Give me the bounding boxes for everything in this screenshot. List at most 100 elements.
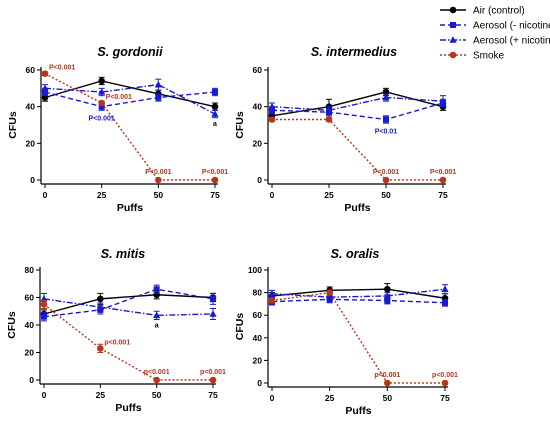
- x-axis-label: Puffs: [115, 402, 141, 414]
- data-point: [383, 292, 391, 299]
- x-tick-label: 50: [152, 390, 162, 400]
- series: [40, 299, 217, 384]
- data-point: [326, 293, 334, 300]
- legend: Air (control) Aerosol (- nicotine) Aerosol…: [440, 6, 550, 62]
- data-point: [325, 106, 333, 114]
- annotation: P<0.001: [106, 94, 132, 101]
- chart-panel: S. mitis 0 20 40 60 80 0 25 50 75 Puffs CFUs a p<0.00…: [6, 247, 226, 414]
- y-tick-label: 40: [253, 102, 263, 112]
- data-point: [268, 297, 276, 304]
- data-point: [209, 376, 217, 384]
- chart-title: S. intermedius: [311, 45, 397, 59]
- x-tick-label: 50: [154, 190, 164, 200]
- y-tick-label: 40: [26, 102, 36, 112]
- y-tick-label: 80: [25, 265, 35, 275]
- annotation: P<0.001: [373, 169, 399, 176]
- series-line: [272, 118, 443, 181]
- data-point: [268, 289, 276, 297]
- series: [41, 78, 219, 119]
- chart-panel: S. intermedius 0 20 40 60 0 25 50 75 Puffs CFUs P<0…: [234, 45, 456, 214]
- series-line: [271, 288, 446, 299]
- annotation: p<0.001: [200, 369, 226, 376]
- data-point: [212, 89, 218, 95]
- chart-title: S. mitis: [101, 247, 146, 261]
- annotation: P<0.001: [49, 65, 75, 72]
- data-point: [98, 77, 105, 85]
- y-axis-label: CFUs: [234, 313, 246, 341]
- y-axis-label: CFUs: [6, 311, 18, 339]
- x-tick-label: 25: [96, 390, 106, 400]
- x-axis-label: Puffs: [345, 405, 371, 417]
- data-point: [268, 116, 276, 123]
- series: [268, 116, 447, 184]
- x-axis-label: Puffs: [117, 202, 143, 214]
- y-axis-label: CFUs: [7, 111, 19, 139]
- data-point: [153, 311, 161, 319]
- annotation: P<0.001: [145, 169, 171, 176]
- y-tick-label: 60: [26, 65, 36, 75]
- data-point: [211, 103, 219, 110]
- data-point: [154, 80, 162, 88]
- x-tick-label: 50: [383, 393, 393, 403]
- series-line: [43, 303, 213, 381]
- y-axis-label: CFUs: [234, 111, 246, 139]
- data-point: [382, 93, 390, 101]
- data-point: [211, 110, 219, 117]
- chart-title: S. oralis: [331, 247, 380, 261]
- chart-panels: S. gordonii 0 20 40 60 0 25 50 75 Puffs CFUs P<0.00…: [6, 45, 458, 417]
- series: [41, 284, 216, 322]
- annotation: P<0.001: [89, 116, 115, 123]
- data-point: [442, 299, 448, 306]
- series: [268, 289, 449, 387]
- annotation: p<0.001: [374, 372, 400, 379]
- series-line: [44, 80, 216, 108]
- data-point: [383, 116, 389, 123]
- data-point: [41, 70, 49, 77]
- y-tick-label: 0: [257, 175, 262, 185]
- y-tick-label: 40: [253, 333, 263, 343]
- x-tick-label: 25: [325, 393, 335, 403]
- y-tick-label: 0: [257, 378, 262, 388]
- y-tick-label: 0: [30, 175, 35, 185]
- series: [269, 98, 446, 124]
- chart-panel: S. gordonii 0 20 40 60 0 25 50 75 Puffs CFUs P<0.00…: [7, 45, 228, 214]
- y-tick-label: 40: [25, 320, 35, 330]
- data-point: [155, 176, 162, 184]
- data-point: [211, 176, 219, 184]
- y-tick-label: 60: [25, 293, 35, 303]
- series-line: [271, 102, 444, 121]
- chart-panel: S. oralis 0 20 40 60 80 100 0 25 50 75 Puffs CFUs p<0…: [234, 247, 458, 417]
- series-line: [43, 288, 214, 318]
- series-line: [271, 288, 446, 298]
- data-point: [439, 176, 447, 184]
- data-point: [97, 295, 104, 303]
- annotation: a: [155, 322, 159, 329]
- x-axis-label: Puffs: [344, 202, 370, 214]
- data-point: [98, 103, 105, 110]
- data-point: [325, 116, 333, 123]
- legend-marker: [449, 6, 457, 14]
- x-tick-label: 75: [438, 190, 448, 200]
- x-tick-label: 25: [324, 190, 334, 200]
- data-point: [97, 345, 104, 352]
- legend-marker: [449, 51, 457, 59]
- annotation: P<0.01: [375, 129, 397, 136]
- x-tick-label: 0: [270, 190, 275, 200]
- y-tick-label: 60: [253, 310, 263, 320]
- y-tick-label: 60: [253, 65, 263, 75]
- legend-label: Aerosol (+ nicotine): [473, 36, 550, 47]
- data-point: [268, 102, 276, 110]
- data-point: [441, 379, 449, 387]
- annotation: p<0.001: [432, 372, 458, 379]
- y-tick-label: 100: [248, 265, 262, 275]
- x-tick-label: 25: [97, 190, 107, 200]
- x-tick-label: 75: [208, 390, 218, 400]
- data-point: [439, 97, 447, 104]
- annotation: P<0.001: [430, 169, 456, 176]
- data-point: [384, 285, 391, 293]
- x-tick-label: 75: [440, 393, 450, 403]
- data-point: [153, 286, 160, 293]
- legend-label: Air (control): [473, 6, 525, 17]
- legend-label: Aerosol (- nicotine): [473, 21, 550, 32]
